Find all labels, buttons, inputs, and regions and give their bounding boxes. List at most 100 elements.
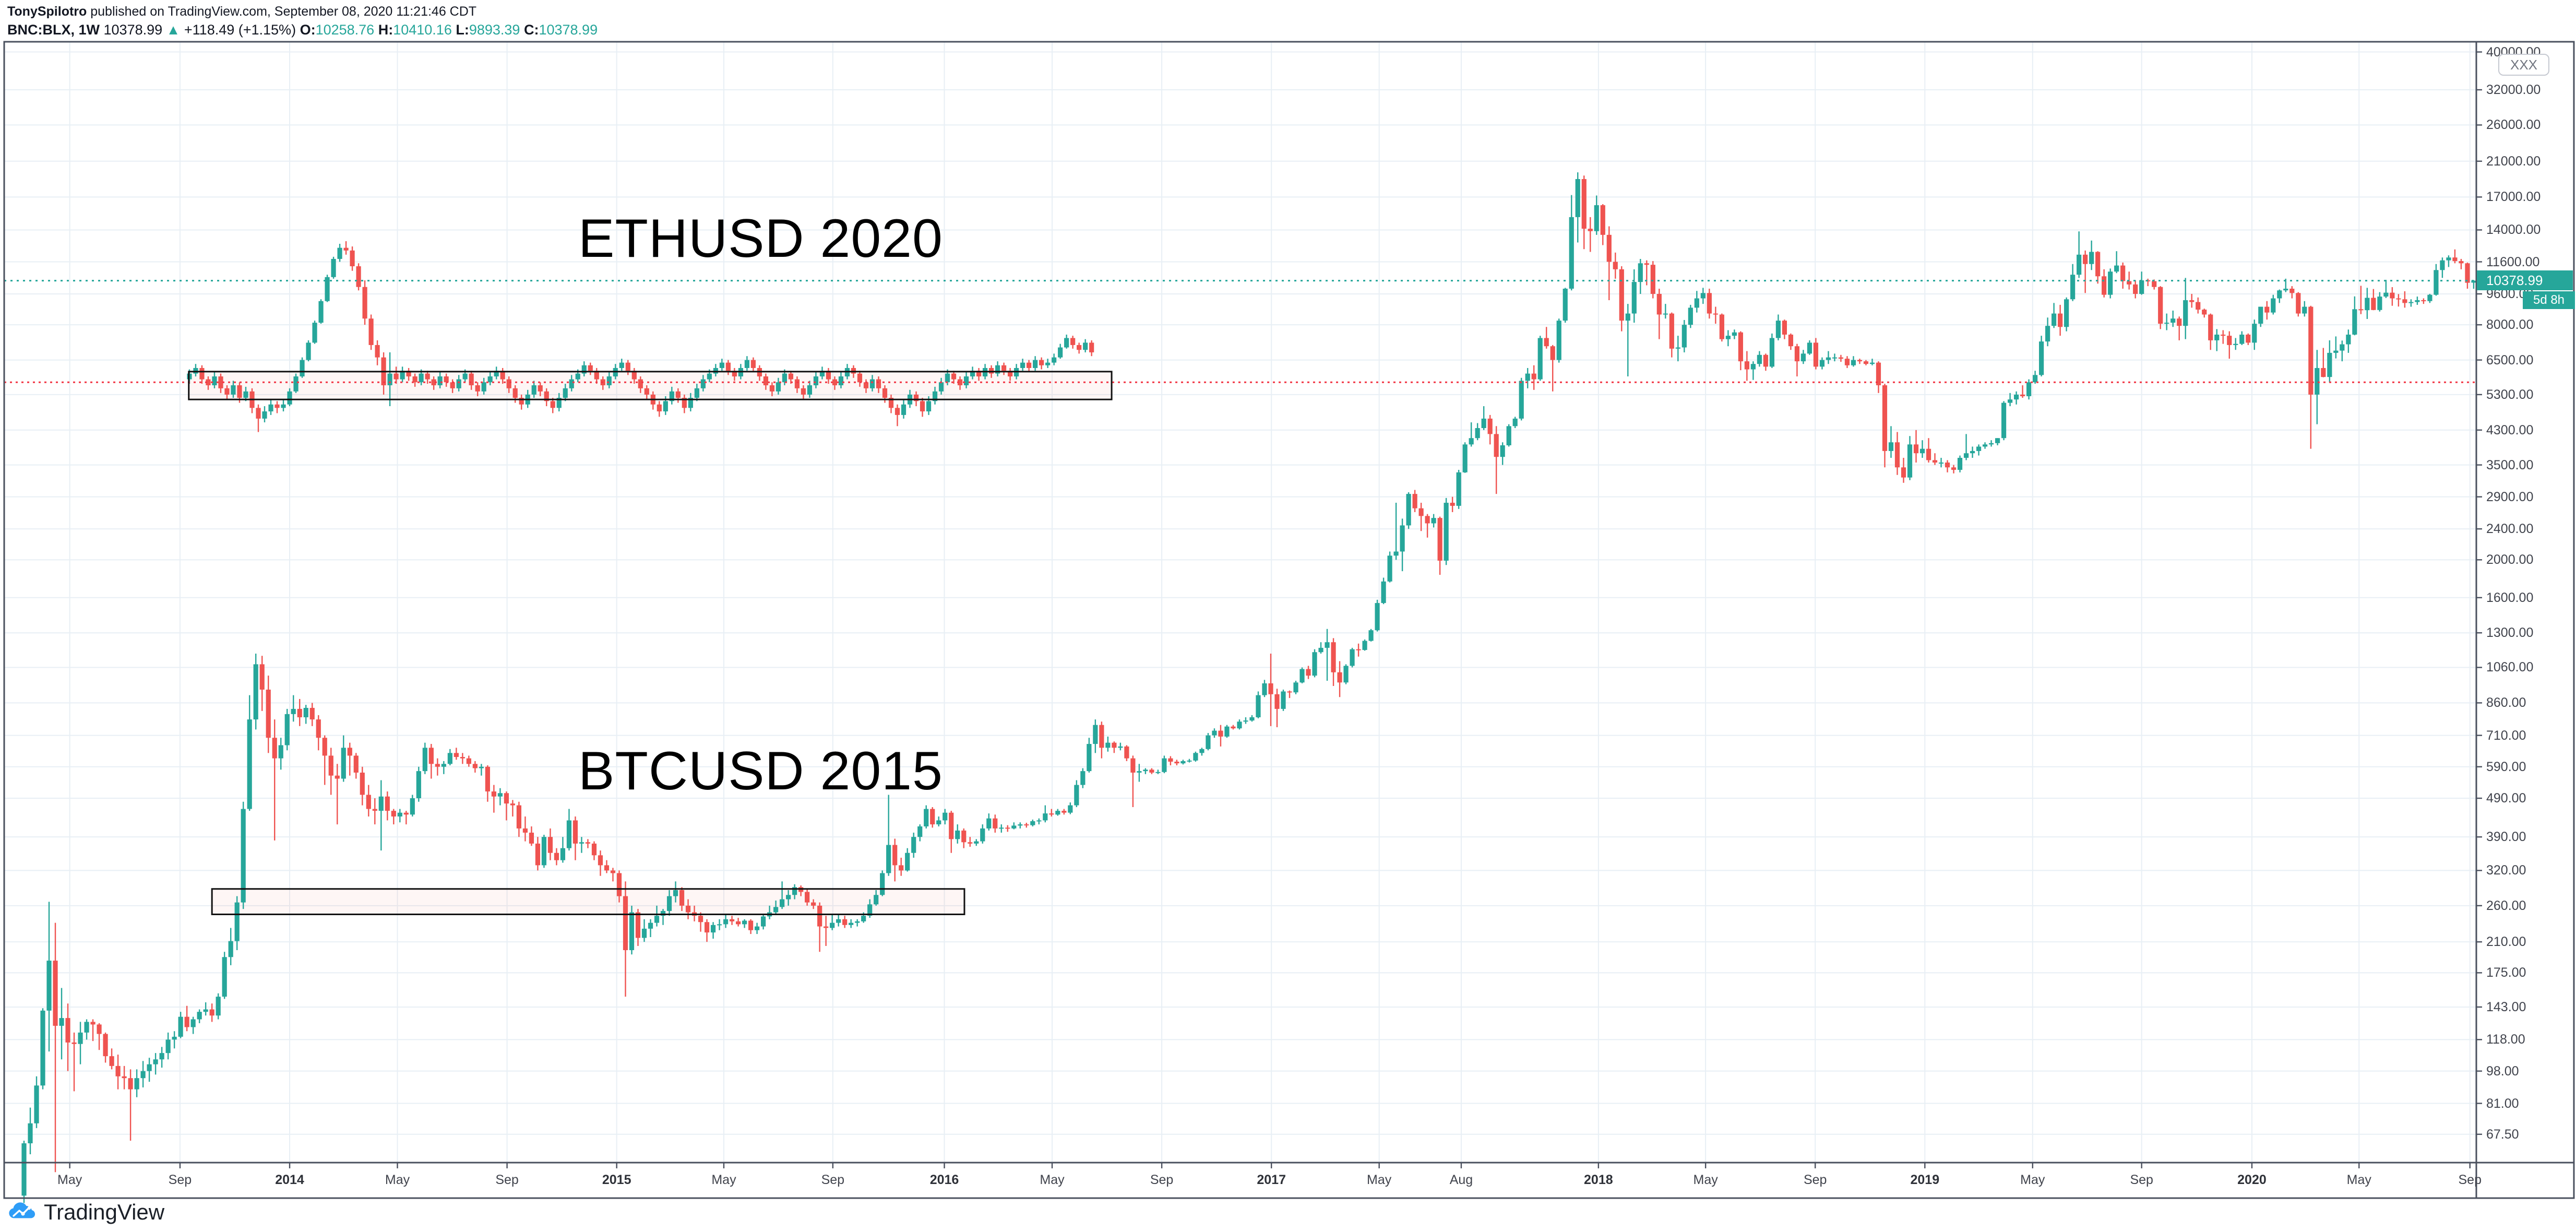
candle-body <box>1951 467 1957 470</box>
candle-body <box>40 1010 45 1086</box>
time-tick-label: Sep <box>168 1173 192 1187</box>
candle-body <box>780 899 785 907</box>
candle-body <box>322 738 327 756</box>
price-tick-label: 1600.00 <box>2486 590 2534 605</box>
pattern-candle-body <box>807 385 813 395</box>
candle-body <box>2277 290 2282 299</box>
candle-body <box>1231 726 1236 729</box>
candle-body <box>917 826 923 837</box>
candle-body <box>566 820 572 848</box>
price-tick-label: 6500.00 <box>2486 352 2534 368</box>
candle-body <box>1218 730 1223 737</box>
tradingview-cloud-icon <box>9 1202 35 1218</box>
candle-body <box>2052 313 2057 326</box>
pattern-candle-body <box>707 373 712 380</box>
candle-body <box>2070 275 2076 300</box>
pattern-candle-body <box>744 360 749 368</box>
candle-body <box>522 828 528 833</box>
candle-body <box>911 837 916 853</box>
pattern-candle-body <box>400 371 405 380</box>
candle-body <box>2427 294 2432 301</box>
candle-body <box>1876 362 1881 385</box>
candle-body <box>115 1066 121 1076</box>
candle-body <box>347 748 352 756</box>
symbol-name[interactable]: BNC:BLX, 1W <box>7 22 100 38</box>
price-tick-label: 98.00 <box>2486 1063 2519 1079</box>
time-tick-label: Sep <box>1803 1173 1827 1187</box>
candle-body <box>397 812 402 816</box>
candle-body <box>1456 472 1461 506</box>
pattern-candle-body <box>869 379 875 388</box>
legend-low-val: 9893.39 <box>469 22 520 38</box>
price-tick-label: 4300.00 <box>2486 422 2534 437</box>
candle-body <box>1888 442 1894 451</box>
pattern-candle-body <box>425 373 430 380</box>
pattern-candle-body <box>1001 365 1007 371</box>
pattern-candle-body <box>970 371 975 377</box>
candle-body <box>428 748 434 764</box>
candle-body <box>805 892 810 903</box>
time-tick-label: May <box>2020 1173 2045 1187</box>
legend-change: +118.49 (+1.15%) <box>184 22 296 38</box>
pattern-candle-body <box>719 362 724 368</box>
candle-body <box>616 873 622 896</box>
candle-body <box>297 708 302 717</box>
candle-body <box>610 870 616 873</box>
candle-body <box>2434 270 2439 295</box>
candle-body <box>422 748 427 772</box>
candle-body <box>1938 462 1944 464</box>
time-tick-label: May <box>385 1173 410 1187</box>
candle-body <box>867 904 873 916</box>
tradingview-footer[interactable]: TradingView <box>8 1200 165 1224</box>
candle-body <box>90 1022 96 1025</box>
pattern-candle-body <box>794 379 800 388</box>
pattern-candle-body <box>450 382 455 388</box>
symbol-legend: BNC:BLX, 1W 10378.99 ▲ +118.49 (+1.15%) … <box>7 22 598 38</box>
candle-body <box>1256 695 1261 717</box>
candle-body <box>2033 375 2038 383</box>
candle-body <box>830 922 835 928</box>
eth-2020-annotation[interactable]: ETHUSD 2020 <box>578 208 943 269</box>
candle-body <box>930 809 935 825</box>
candle-body <box>2352 309 2357 335</box>
candle-body <box>1368 630 1374 641</box>
candle-body <box>1575 179 1580 217</box>
pattern-candle-body <box>826 371 831 380</box>
pattern-candle-body <box>531 385 536 395</box>
candle-body <box>1926 448 1931 460</box>
candle-body <box>184 1016 189 1027</box>
eth-resistance-zone-rect-fill <box>188 371 1112 400</box>
candle-body <box>836 919 841 923</box>
pattern-candle-body <box>1033 360 1038 368</box>
candle-body <box>986 818 992 828</box>
candle-body <box>1124 746 1129 759</box>
pattern-candle-body <box>675 391 681 398</box>
candle-body <box>2026 382 2032 396</box>
pattern-candle-body <box>287 391 292 405</box>
candle-body <box>2315 368 2320 395</box>
candle-body <box>2177 318 2182 326</box>
btc-2015-zone-rect-fill <box>212 889 964 915</box>
candle-body <box>2158 287 2163 324</box>
candle-body <box>880 873 885 895</box>
candle-body <box>1531 373 1536 380</box>
legend-open-val: 10258.76 <box>315 22 375 38</box>
candle-body <box>504 793 509 804</box>
candle-body <box>241 809 246 903</box>
btc-2015-zone-rect[interactable] <box>211 888 965 915</box>
candle-body <box>1080 771 1086 785</box>
tradingview-logo-text[interactable]: TradingView <box>44 1200 165 1224</box>
candle-body <box>2296 293 2301 314</box>
candle-body <box>228 941 233 957</box>
pattern-candle-body <box>644 388 649 395</box>
candle-body <box>773 907 779 913</box>
candle-body <box>2246 334 2251 343</box>
eth-resistance-zone-rect[interactable] <box>188 371 1113 400</box>
pattern-candle-body <box>300 360 305 377</box>
legend-high-val: 10410.16 <box>393 22 452 38</box>
pattern-candle-body <box>1070 338 1076 345</box>
candle-body <box>1957 457 1963 470</box>
btc-2015-annotation[interactable]: BTCUSD 2015 <box>578 741 943 801</box>
price-tick-label: 710.00 <box>2486 728 2526 743</box>
